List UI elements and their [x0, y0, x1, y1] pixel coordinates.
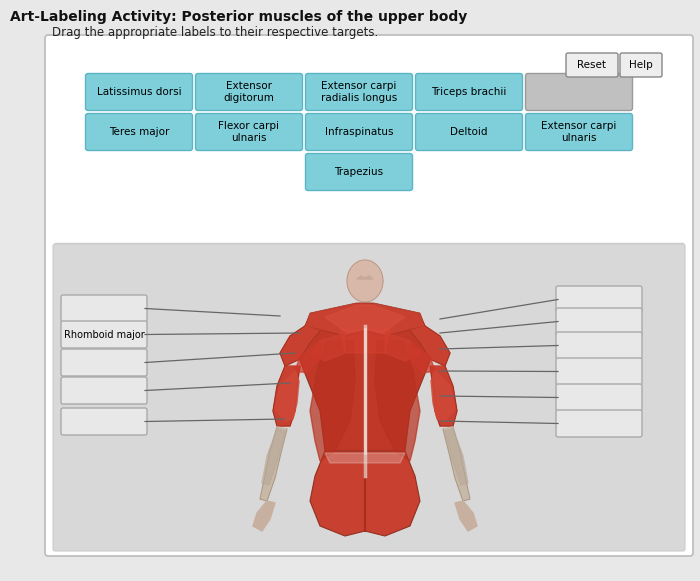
Polygon shape: [273, 366, 300, 426]
Polygon shape: [310, 333, 345, 361]
FancyBboxPatch shape: [556, 332, 642, 359]
Text: Trapezius: Trapezius: [335, 167, 384, 177]
Polygon shape: [357, 276, 373, 279]
Polygon shape: [262, 429, 285, 485]
Text: Infraspinatus: Infraspinatus: [325, 127, 393, 137]
FancyBboxPatch shape: [566, 53, 618, 77]
FancyBboxPatch shape: [61, 408, 147, 435]
Text: Triceps brachii: Triceps brachii: [431, 87, 507, 97]
FancyBboxPatch shape: [45, 35, 693, 556]
Polygon shape: [443, 427, 470, 501]
FancyBboxPatch shape: [556, 384, 642, 411]
FancyBboxPatch shape: [416, 113, 522, 150]
Text: Extensor carpi
ulnaris: Extensor carpi ulnaris: [541, 121, 617, 143]
FancyBboxPatch shape: [85, 74, 192, 110]
Polygon shape: [260, 427, 287, 501]
Polygon shape: [385, 333, 420, 361]
FancyBboxPatch shape: [85, 113, 192, 150]
Polygon shape: [280, 326, 320, 366]
Text: Flexor carpi
ulnaris: Flexor carpi ulnaris: [218, 121, 279, 143]
FancyBboxPatch shape: [61, 295, 147, 322]
Polygon shape: [310, 341, 355, 461]
Polygon shape: [431, 371, 455, 421]
FancyBboxPatch shape: [61, 377, 147, 404]
Text: Help: Help: [629, 60, 653, 70]
Text: Extensor carpi
radialis longus: Extensor carpi radialis longus: [321, 81, 397, 103]
FancyBboxPatch shape: [526, 113, 633, 150]
Polygon shape: [430, 366, 457, 426]
FancyBboxPatch shape: [556, 410, 642, 437]
Text: Latissimus dorsi: Latissimus dorsi: [97, 87, 181, 97]
Polygon shape: [340, 329, 390, 353]
FancyBboxPatch shape: [620, 53, 662, 77]
FancyBboxPatch shape: [53, 244, 685, 551]
Polygon shape: [275, 371, 299, 421]
Polygon shape: [375, 341, 420, 461]
FancyBboxPatch shape: [526, 74, 633, 110]
Text: Art-Labeling Activity: Posterior muscles of the upper body: Art-Labeling Activity: Posterior muscles…: [10, 10, 468, 24]
Polygon shape: [455, 501, 477, 531]
Polygon shape: [295, 343, 320, 373]
Polygon shape: [305, 303, 425, 336]
FancyBboxPatch shape: [305, 74, 412, 110]
FancyBboxPatch shape: [556, 286, 642, 313]
FancyBboxPatch shape: [61, 349, 147, 376]
FancyBboxPatch shape: [556, 308, 642, 335]
Polygon shape: [325, 305, 405, 333]
Polygon shape: [445, 429, 468, 485]
Polygon shape: [410, 326, 450, 366]
Polygon shape: [347, 260, 383, 302]
FancyBboxPatch shape: [305, 153, 412, 191]
Polygon shape: [325, 453, 405, 463]
FancyBboxPatch shape: [195, 113, 302, 150]
Polygon shape: [300, 316, 430, 481]
Polygon shape: [356, 303, 374, 316]
Text: Deltoid: Deltoid: [450, 127, 488, 137]
FancyBboxPatch shape: [416, 74, 522, 110]
Text: Drag the appropriate labels to their respective targets.: Drag the appropriate labels to their res…: [52, 26, 378, 39]
Text: Teres major: Teres major: [108, 127, 169, 137]
FancyBboxPatch shape: [195, 74, 302, 110]
Polygon shape: [253, 501, 275, 531]
Text: Reset: Reset: [578, 60, 606, 70]
FancyBboxPatch shape: [305, 113, 412, 150]
Text: Rhomboid major: Rhomboid major: [64, 329, 144, 339]
Polygon shape: [410, 343, 435, 373]
Text: Extensor
digitorum: Extensor digitorum: [223, 81, 274, 103]
FancyBboxPatch shape: [61, 321, 147, 348]
Polygon shape: [310, 451, 420, 536]
FancyBboxPatch shape: [556, 358, 642, 385]
